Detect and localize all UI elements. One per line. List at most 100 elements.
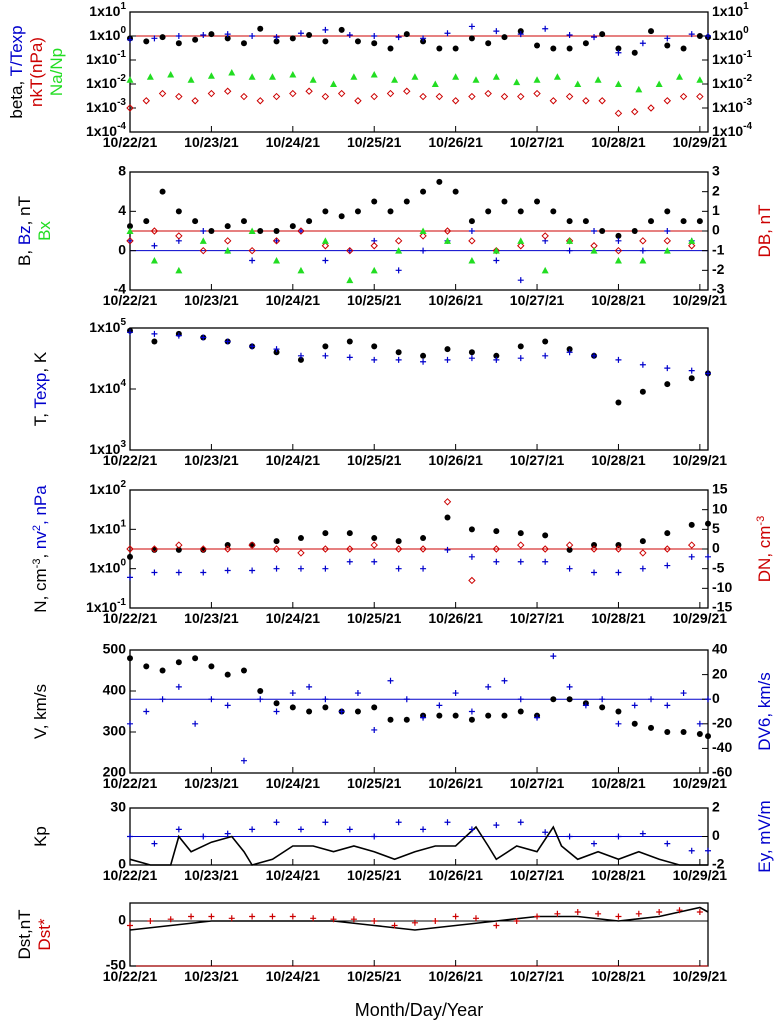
panel-n-ytick-right-label: 0: [712, 540, 720, 556]
panel-dst-series-line: [129, 906, 709, 931]
panel-n-ytick-right-label: -5: [712, 559, 725, 575]
panel-beta-xtick-label: 10/27/21: [510, 134, 565, 150]
panel-n-point: [614, 545, 623, 553]
panel-beta-point: [126, 104, 134, 112]
panel-kp-ytick-label: 0: [118, 856, 126, 872]
panel-beta-point: [696, 92, 704, 101]
panel-v-point: [615, 708, 622, 715]
panel-b-point: [297, 266, 305, 274]
panel-n-ytick-label: 1x10-1: [86, 597, 126, 615]
panel-n-point: [151, 546, 158, 553]
panel-kp-point: [566, 833, 573, 840]
panel-beta-ytick-right-label: 1x10-1: [712, 49, 752, 67]
panel-b-point: [688, 242, 696, 250]
panel-beta-point: [289, 89, 297, 98]
panel-b-point: [517, 208, 524, 215]
panel-b-point: [419, 232, 427, 240]
panel-beta-point: [158, 89, 167, 98]
panel-b-point: [199, 246, 207, 255]
panel-v-point: [599, 696, 606, 703]
panel-beta-ylabel: beta, T/Texp: [7, 25, 26, 118]
panel-dst-point: [289, 913, 296, 920]
panel-n-point: [639, 538, 646, 545]
panel-beta-xtick-label: 10/28/21: [591, 134, 646, 150]
panel-v-point: [566, 683, 573, 690]
panel-kp-point: [371, 833, 378, 840]
ylabel-part: DV6, km/s: [755, 672, 774, 750]
panel-n-point: [126, 545, 134, 553]
panel-n-point: [273, 538, 280, 545]
panel-n-point: [346, 545, 354, 553]
panel-kp-point: [517, 819, 524, 826]
panel-b-point: [436, 178, 443, 185]
panel-v-point: [371, 704, 378, 711]
panel-n-point: [200, 546, 207, 553]
panel-n-point: [590, 545, 598, 553]
panel-v-ylabel-right: DV6, km/s: [755, 672, 774, 750]
panel-beta-xtick-label: 10/26/21: [428, 134, 483, 150]
panel-n-point: [248, 541, 256, 549]
panel-dst-point: [188, 913, 195, 920]
panel-t-point: [688, 375, 695, 382]
panel-n-point: [395, 565, 402, 572]
panel-b-point: [419, 227, 427, 234]
panel-n-xtick-label: 10/29/21: [673, 610, 728, 626]
panel-beta-point: [370, 70, 378, 78]
panel-dst-point: [574, 909, 581, 915]
panel-b-point: [354, 208, 361, 215]
panel-beta-point: [391, 76, 399, 83]
panel-beta-point: [444, 30, 451, 37]
panel-t-point: [371, 343, 378, 350]
panel-v-xtick-label: 10/28/21: [591, 775, 646, 791]
panel-dst-xtick-label: 10/22/21: [103, 968, 158, 984]
panel-kp-xtick-label: 10/24/21: [266, 867, 321, 883]
panel-b-point: [468, 218, 475, 225]
panel-t-xtick-label: 10/23/21: [184, 452, 239, 468]
panel-beta-point: [306, 32, 313, 39]
panel-dst-point: [656, 909, 663, 915]
ylabel-part: , nPa: [31, 485, 50, 525]
panel-b-point: [663, 247, 671, 254]
panel-beta-point: [513, 78, 521, 86]
ylabel-part: T,: [31, 409, 50, 427]
panel-n-point: [200, 569, 207, 576]
panel-v-point: [550, 696, 557, 703]
panel-n-point: [224, 567, 231, 574]
panel-t-xtick-label: 10/29/21: [673, 452, 728, 468]
panel-beta-point: [346, 32, 353, 39]
panel-v-ytick-label: 400: [103, 682, 127, 698]
panel-b-point: [403, 198, 410, 205]
panel-beta-point: [240, 92, 248, 101]
panel-beta-point: [224, 31, 231, 38]
panel-beta-point: [386, 89, 395, 98]
panel-t-xtick-label: 10/25/21: [347, 452, 402, 468]
panel-n-xtick-label: 10/23/21: [184, 610, 239, 626]
panel-beta-point: [635, 85, 643, 93]
panel-v-point: [468, 716, 475, 723]
panel-beta-point: [468, 92, 476, 101]
ylabel-part: ,: [31, 549, 50, 558]
panel-b-point: [150, 227, 159, 235]
panel-beta-point: [534, 42, 541, 49]
panel-n-point: [566, 565, 573, 572]
panel-dst-point: [432, 918, 439, 924]
panel-kp-ytick-right-label: -2: [712, 856, 725, 872]
panel-beta-point: [167, 70, 175, 78]
panel-n-point: [297, 549, 305, 557]
panel-kp-ylabel-right: Ey, mV/m: [755, 800, 774, 872]
panel-b-xtick-label: 10/23/21: [184, 292, 239, 308]
ylabel-part: 2: [31, 525, 43, 531]
panel-v-ytick-label: 300: [103, 723, 127, 739]
panel-b-point: [175, 266, 183, 274]
panel-v-point: [127, 720, 133, 727]
panel-b-point: [322, 257, 329, 264]
panel-n-xtick-label: 10/22/21: [103, 610, 158, 626]
panel-b-point: [159, 188, 166, 195]
panel-b-ylabel: B, Bz, nT: [15, 196, 34, 266]
panel-kp-point: [200, 833, 207, 840]
panel-beta-point: [175, 92, 183, 101]
panel-b-point: [338, 213, 345, 220]
panel-beta-point: [403, 31, 410, 38]
panel-n-point: [444, 546, 451, 553]
panel-n-point: [175, 546, 182, 553]
